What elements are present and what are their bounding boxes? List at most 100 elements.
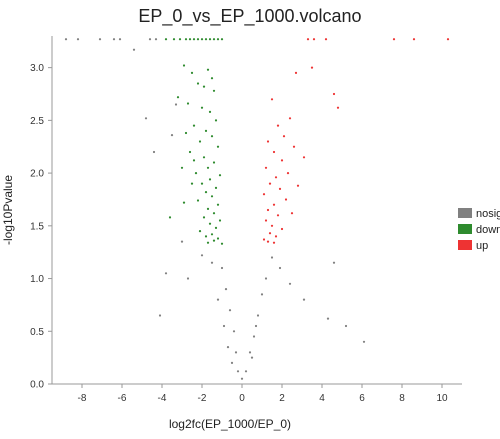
point-down — [212, 161, 216, 164]
y-tick-label: 0.5 — [30, 327, 44, 338]
point-up — [262, 238, 266, 241]
chart-title: EP_0_vs_EP_1000.volcano — [138, 6, 361, 27]
x-tick-label: -8 — [78, 393, 87, 404]
point-nosig — [254, 324, 258, 328]
x-tick-label: -6 — [118, 393, 127, 404]
point-nosig — [224, 288, 228, 291]
point-down — [208, 110, 212, 113]
point-nosig — [230, 361, 234, 364]
point-up — [272, 150, 276, 154]
point-nosig — [64, 38, 68, 41]
y-tick-label: 0.0 — [30, 380, 44, 391]
point-nosig — [226, 346, 230, 349]
point-nosig — [222, 324, 226, 328]
point-down — [196, 199, 200, 202]
point-nosig — [248, 351, 252, 354]
point-nosig — [332, 261, 336, 264]
x-tick-label: 6 — [359, 393, 365, 404]
x-tick-label: -4 — [158, 393, 167, 404]
point-down — [220, 242, 224, 245]
point-up — [272, 241, 276, 244]
point-down — [208, 38, 212, 41]
point-nosig — [240, 377, 244, 380]
point-down — [208, 222, 212, 225]
point-up — [294, 71, 298, 74]
point-nosig — [164, 272, 168, 275]
point-nosig — [228, 309, 232, 312]
point-down — [178, 38, 182, 41]
x-tick-label: -2 — [198, 393, 207, 404]
point-up — [332, 92, 336, 96]
point-up — [392, 38, 396, 41]
point-down — [210, 135, 214, 138]
y-tick-label: 1.0 — [30, 274, 44, 285]
point-up — [324, 38, 328, 41]
point-nosig — [278, 266, 282, 270]
point-down — [218, 174, 222, 177]
point-down — [214, 119, 218, 122]
point-nosig — [236, 370, 240, 373]
point-nosig — [118, 38, 122, 41]
legend-label-nosig: nosig — [476, 208, 500, 220]
point-down — [210, 195, 214, 198]
point-up — [274, 176, 278, 179]
point-up — [292, 145, 296, 148]
y-tick-label: 3.0 — [30, 63, 44, 74]
point-down — [204, 235, 208, 238]
point-nosig — [344, 324, 348, 328]
point-down — [198, 230, 202, 233]
point-nosig — [174, 103, 178, 106]
point-down — [200, 38, 204, 41]
point-down — [190, 71, 194, 74]
point-up — [312, 38, 316, 41]
point-nosig — [256, 314, 260, 317]
point-down — [168, 216, 172, 219]
point-down — [206, 241, 210, 244]
point-down — [216, 38, 220, 41]
point-down — [216, 237, 220, 240]
point-nosig — [158, 314, 162, 317]
point-down — [218, 219, 222, 222]
point-down — [188, 38, 192, 41]
point-down — [184, 38, 188, 41]
point-nosig — [264, 277, 268, 280]
legend-swatch-down — [458, 224, 472, 234]
point-down — [198, 140, 202, 143]
point-nosig — [260, 293, 264, 296]
point-up — [266, 240, 270, 243]
scatter-points — [64, 38, 450, 380]
x-axis-label: log2fc(EP_1000/EP_0) — [169, 417, 291, 431]
legend-swatch-nosig — [458, 208, 472, 218]
point-down — [182, 64, 186, 67]
point-nosig — [252, 335, 256, 338]
point-up — [264, 219, 268, 222]
y-tick-label: 2.5 — [30, 116, 44, 127]
point-up — [286, 172, 290, 175]
point-down — [214, 186, 218, 189]
point-up — [310, 66, 314, 69]
y-tick-label: 1.5 — [30, 221, 44, 232]
point-down — [212, 212, 216, 215]
point-down — [202, 156, 206, 159]
point-up — [276, 124, 280, 127]
x-tick-label: 10 — [436, 393, 448, 404]
point-down — [212, 89, 216, 92]
point-down — [164, 38, 168, 41]
point-up — [276, 214, 280, 217]
point-nosig — [244, 370, 248, 373]
point-nosig — [200, 254, 204, 257]
point-up — [266, 208, 270, 212]
point-down — [200, 106, 204, 109]
point-nosig — [234, 351, 238, 354]
y-axis-label: -log10Pvalue — [1, 175, 15, 245]
point-down — [186, 102, 190, 105]
point-down — [188, 150, 192, 154]
point-up — [272, 203, 276, 206]
point-up — [264, 166, 268, 169]
point-down — [176, 96, 180, 99]
point-up — [284, 198, 288, 201]
point-down — [204, 191, 208, 194]
point-down — [182, 201, 186, 204]
